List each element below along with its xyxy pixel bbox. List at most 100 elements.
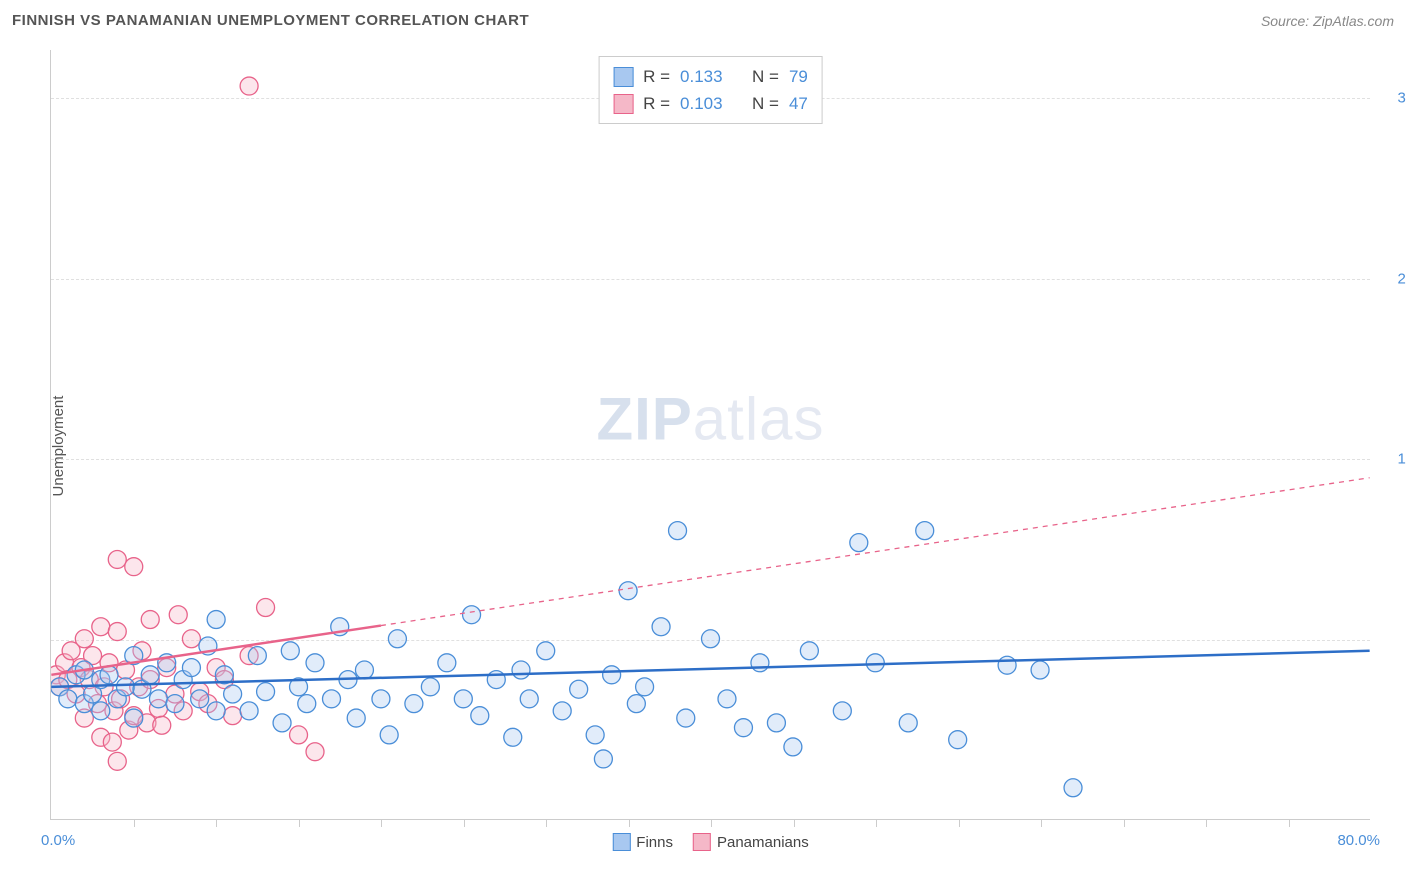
data-point-finns <box>570 680 588 698</box>
stat-n-finns: 79 <box>789 63 808 90</box>
data-point-panamanians <box>108 623 126 641</box>
x-tick <box>629 819 630 827</box>
data-point-finns <box>594 750 612 768</box>
data-point-finns <box>504 728 522 746</box>
data-point-panamanians <box>257 599 275 617</box>
x-tick <box>464 819 465 827</box>
x-tick <box>134 819 135 827</box>
data-point-finns <box>207 611 225 629</box>
plot-area: ZIPatlas R = 0.133 N = 79 R = 0.103 N = … <box>50 50 1370 820</box>
data-point-finns <box>669 522 687 540</box>
legend-item-finns: Finns <box>612 833 673 851</box>
data-point-panamanians <box>224 707 242 725</box>
data-point-panamanians <box>108 752 126 770</box>
y-tick-label: 15.0% <box>1380 451 1406 468</box>
swatch-finns-icon <box>612 833 630 851</box>
data-point-finns <box>702 630 720 648</box>
data-point-panamanians <box>182 630 200 648</box>
data-point-finns <box>1031 661 1049 679</box>
data-point-finns <box>899 714 917 732</box>
x-tick <box>1289 819 1290 827</box>
data-point-finns <box>347 709 365 727</box>
data-point-finns <box>636 678 654 696</box>
legend-item-panamanians: Panamanians <box>693 833 809 851</box>
data-point-finns <box>520 690 538 708</box>
y-tick-label: 7.5% <box>1380 631 1406 648</box>
stat-r-panamanians: 0.103 <box>680 90 723 117</box>
x-max-label: 80.0% <box>1337 832 1380 849</box>
swatch-finns <box>613 67 633 87</box>
data-point-finns <box>166 695 184 713</box>
chart-svg <box>51 50 1370 819</box>
data-point-finns <box>603 666 621 684</box>
data-point-finns <box>998 656 1016 674</box>
trend-line-dashed-panamanians <box>381 478 1370 626</box>
x-tick <box>1206 819 1207 827</box>
data-point-panamanians <box>306 743 324 761</box>
data-point-panamanians <box>92 618 110 636</box>
x-tick <box>876 819 877 827</box>
data-point-finns <box>59 690 77 708</box>
data-point-finns <box>471 707 489 725</box>
data-point-panamanians <box>153 716 171 734</box>
data-point-panamanians <box>108 550 126 568</box>
data-point-finns <box>784 738 802 756</box>
data-point-finns <box>92 702 110 720</box>
data-point-finns <box>866 654 884 672</box>
data-point-finns <box>149 690 167 708</box>
stat-r-prefix: R = <box>643 63 670 90</box>
data-point-finns <box>800 642 818 660</box>
data-point-finns <box>372 690 390 708</box>
data-point-finns <box>405 695 423 713</box>
data-point-finns <box>833 702 851 720</box>
data-point-panamanians <box>141 611 159 629</box>
data-point-finns <box>117 678 135 696</box>
data-point-finns <box>323 690 341 708</box>
data-point-finns <box>677 709 695 727</box>
data-point-finns <box>306 654 324 672</box>
data-point-finns <box>850 534 868 552</box>
data-point-finns <box>248 647 266 665</box>
data-point-finns <box>141 666 159 684</box>
data-point-finns <box>298 695 316 713</box>
x-tick <box>1041 819 1042 827</box>
x-tick <box>216 819 217 827</box>
data-point-finns <box>257 683 275 701</box>
x-tick <box>794 819 795 827</box>
data-point-finns <box>125 709 143 727</box>
data-point-finns <box>767 714 785 732</box>
x-tick <box>711 819 712 827</box>
stat-row-panamanians: R = 0.103 N = 47 <box>613 90 808 117</box>
data-point-finns <box>512 661 530 679</box>
data-point-finns <box>751 654 769 672</box>
data-point-finns <box>207 702 225 720</box>
data-point-finns <box>281 642 299 660</box>
stats-legend-box: R = 0.133 N = 79 R = 0.103 N = 47 <box>598 56 823 124</box>
y-tick-label: 30.0% <box>1380 90 1406 107</box>
data-point-panamanians <box>125 558 143 576</box>
data-point-panamanians <box>240 77 258 95</box>
data-point-panamanians <box>75 630 93 648</box>
data-point-finns <box>273 714 291 732</box>
header-row: FINNISH VS PANAMANIAN UNEMPLOYMENT CORRE… <box>12 12 1394 29</box>
source-label: Source: ZipAtlas.com <box>1261 13 1394 29</box>
y-tick-label: 22.5% <box>1380 270 1406 287</box>
data-point-finns <box>1064 779 1082 797</box>
data-point-panamanians <box>290 726 308 744</box>
data-point-finns <box>463 606 481 624</box>
data-point-finns <box>454 690 472 708</box>
swatch-panamanians <box>613 94 633 114</box>
data-point-finns <box>191 690 209 708</box>
data-point-finns <box>949 731 967 749</box>
data-point-panamanians <box>169 606 187 624</box>
chart-title: FINNISH VS PANAMANIAN UNEMPLOYMENT CORRE… <box>12 12 529 29</box>
data-point-finns <box>586 726 604 744</box>
x-tick <box>1124 819 1125 827</box>
stat-row-finns: R = 0.133 N = 79 <box>613 63 808 90</box>
data-point-finns <box>718 690 736 708</box>
data-point-finns <box>553 702 571 720</box>
data-point-finns <box>438 654 456 672</box>
data-point-finns <box>100 666 118 684</box>
data-point-finns <box>652 618 670 636</box>
x-tick <box>959 819 960 827</box>
